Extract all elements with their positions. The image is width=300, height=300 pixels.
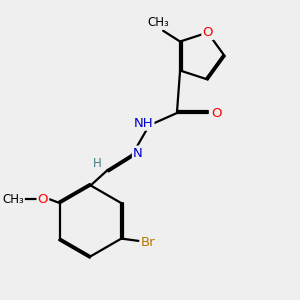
Text: O: O [202,26,213,39]
Text: CH₃: CH₃ [2,193,24,206]
Text: NH: NH [134,117,154,130]
Text: H: H [93,157,102,170]
Text: Br: Br [141,236,156,249]
Text: O: O [211,106,222,119]
Text: N: N [133,147,143,160]
Text: CH₃: CH₃ [148,16,169,28]
Text: O: O [38,193,48,206]
